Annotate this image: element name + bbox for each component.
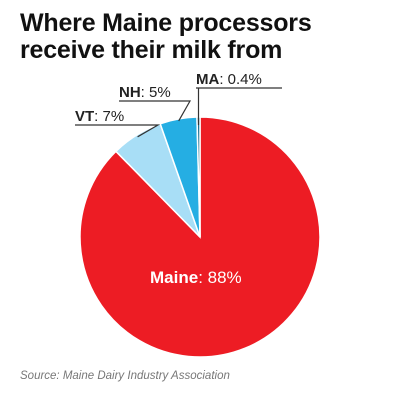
chart-title-line-2: receive their milk from bbox=[20, 36, 283, 64]
source-note: Source: Maine Dairy Industry Association bbox=[20, 370, 230, 382]
slice-label-name: Maine bbox=[150, 268, 198, 287]
slice-label-value: : 0.4% bbox=[219, 71, 262, 88]
slice-label-value: : 88% bbox=[198, 268, 241, 287]
slice-label-value: : 5% bbox=[141, 84, 171, 101]
chart-title: Where Maine processors receive their mil… bbox=[20, 10, 312, 64]
slice-label-maine: Maine: 88% bbox=[150, 268, 242, 287]
leader-line-ma bbox=[196, 87, 282, 125]
slice-label-value: : 7% bbox=[94, 108, 124, 125]
slice-labels: Maine: 88% VT: 7% NH: 5% MA: 0.4% bbox=[75, 71, 262, 287]
leader-line-vt bbox=[75, 124, 161, 138]
slice-label-nh: NH: 5% bbox=[119, 84, 171, 101]
chart-title-line-1: Where Maine processors bbox=[20, 9, 312, 37]
slice-label-name: VT bbox=[75, 108, 94, 125]
slice-label-name: NH bbox=[119, 84, 141, 101]
label-leader-lines bbox=[75, 87, 282, 138]
slice-label-ma: MA: 0.4% bbox=[196, 71, 262, 88]
pie-slices bbox=[79, 116, 321, 358]
slice-label-vt: VT: 7% bbox=[75, 108, 124, 125]
leader-line-nh bbox=[119, 100, 192, 122]
slice-label-name: MA bbox=[196, 71, 219, 88]
